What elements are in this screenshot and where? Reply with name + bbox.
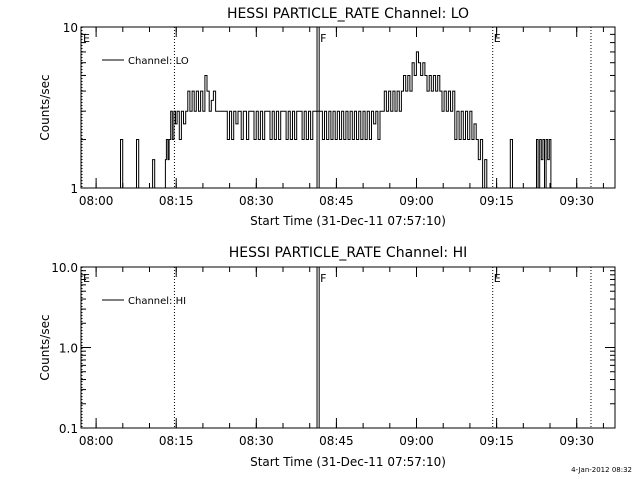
event-marker-label: E <box>494 32 501 45</box>
x-tick-label: 08:15 <box>159 434 194 448</box>
legend-label: Channel: LO <box>128 56 189 67</box>
x-tick-label: 08:45 <box>319 434 354 448</box>
y-tick-label: 1 <box>70 182 78 196</box>
x-axis-label: Start Time (31-Dec-11 07:57:10) <box>250 214 446 228</box>
series-line <box>81 51 562 189</box>
x-tick-label: 09:30 <box>559 434 594 448</box>
event-marker-label: F <box>320 32 326 45</box>
x-tick-label: 08:30 <box>239 194 274 208</box>
y-axis-label: Counts/sec <box>38 74 52 140</box>
chart-title: HESSI PARTICLE_RATE Channel: HI <box>229 245 467 261</box>
event-marker-label: F <box>320 272 326 285</box>
x-tick-label: 09:15 <box>479 194 514 208</box>
event-marker-label: E <box>83 272 90 285</box>
legend-label: Channel: HI <box>128 296 186 307</box>
x-tick-label: 09:15 <box>479 434 514 448</box>
x-tick-label: 08:30 <box>239 434 274 448</box>
x-tick-label: 09:00 <box>399 434 434 448</box>
y-tick-label: 10.0 <box>51 261 78 275</box>
panel-hi: HESSI PARTICLE_RATE Channel: HI 0.1 1.0 10.… <box>38 245 616 469</box>
event-marker-label: E <box>494 272 501 285</box>
y-tick-label: 1.0 <box>59 342 78 356</box>
x-tick-label: 08:15 <box>159 194 194 208</box>
x-tick-label: 08:00 <box>79 434 114 448</box>
chart-title: HESSI PARTICLE_RATE Channel: LO <box>227 6 469 22</box>
x-tick-label: 08:45 <box>319 194 354 208</box>
plot-frame <box>80 26 616 189</box>
x-tick-label: 08:00 <box>79 194 114 208</box>
x-tick-label: 09:30 <box>559 194 594 208</box>
panel-lo: HESSI PARTICLE_RATE Channel: LO 1 10 Counts… <box>38 6 616 228</box>
y-tick-label: 0.1 <box>59 422 78 436</box>
x-tick-label: 09:00 <box>399 194 434 208</box>
footer-date: 4-Jan-2012 08:32 <box>571 466 632 474</box>
y-tick-label: 10 <box>63 21 78 35</box>
y-axis-label: Counts/sec <box>38 314 52 380</box>
event-marker-label: E <box>83 32 90 45</box>
plot-frame <box>80 266 616 429</box>
x-axis-label: Start Time (31-Dec-11 07:57:10) <box>250 455 446 469</box>
